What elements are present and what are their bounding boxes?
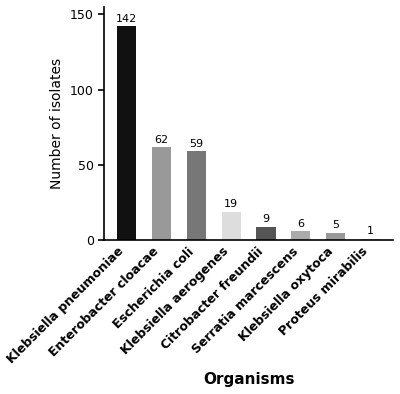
- Bar: [117, 26, 136, 240]
- Text: 9: 9: [262, 214, 270, 224]
- Text: 142: 142: [116, 14, 138, 24]
- X-axis label: Organisms: Organisms: [203, 372, 294, 387]
- Y-axis label: Number of isolates: Number of isolates: [50, 58, 64, 189]
- Bar: [361, 239, 380, 240]
- Text: 1: 1: [367, 226, 374, 236]
- Bar: [291, 231, 310, 240]
- Text: 5: 5: [332, 220, 339, 230]
- Text: 6: 6: [297, 219, 304, 229]
- Bar: [326, 232, 345, 240]
- Bar: [187, 151, 206, 240]
- Text: 19: 19: [224, 199, 238, 209]
- Bar: [256, 227, 276, 240]
- Text: 59: 59: [189, 139, 204, 149]
- Bar: [152, 147, 171, 240]
- Text: 62: 62: [154, 135, 169, 145]
- Bar: [222, 212, 241, 240]
